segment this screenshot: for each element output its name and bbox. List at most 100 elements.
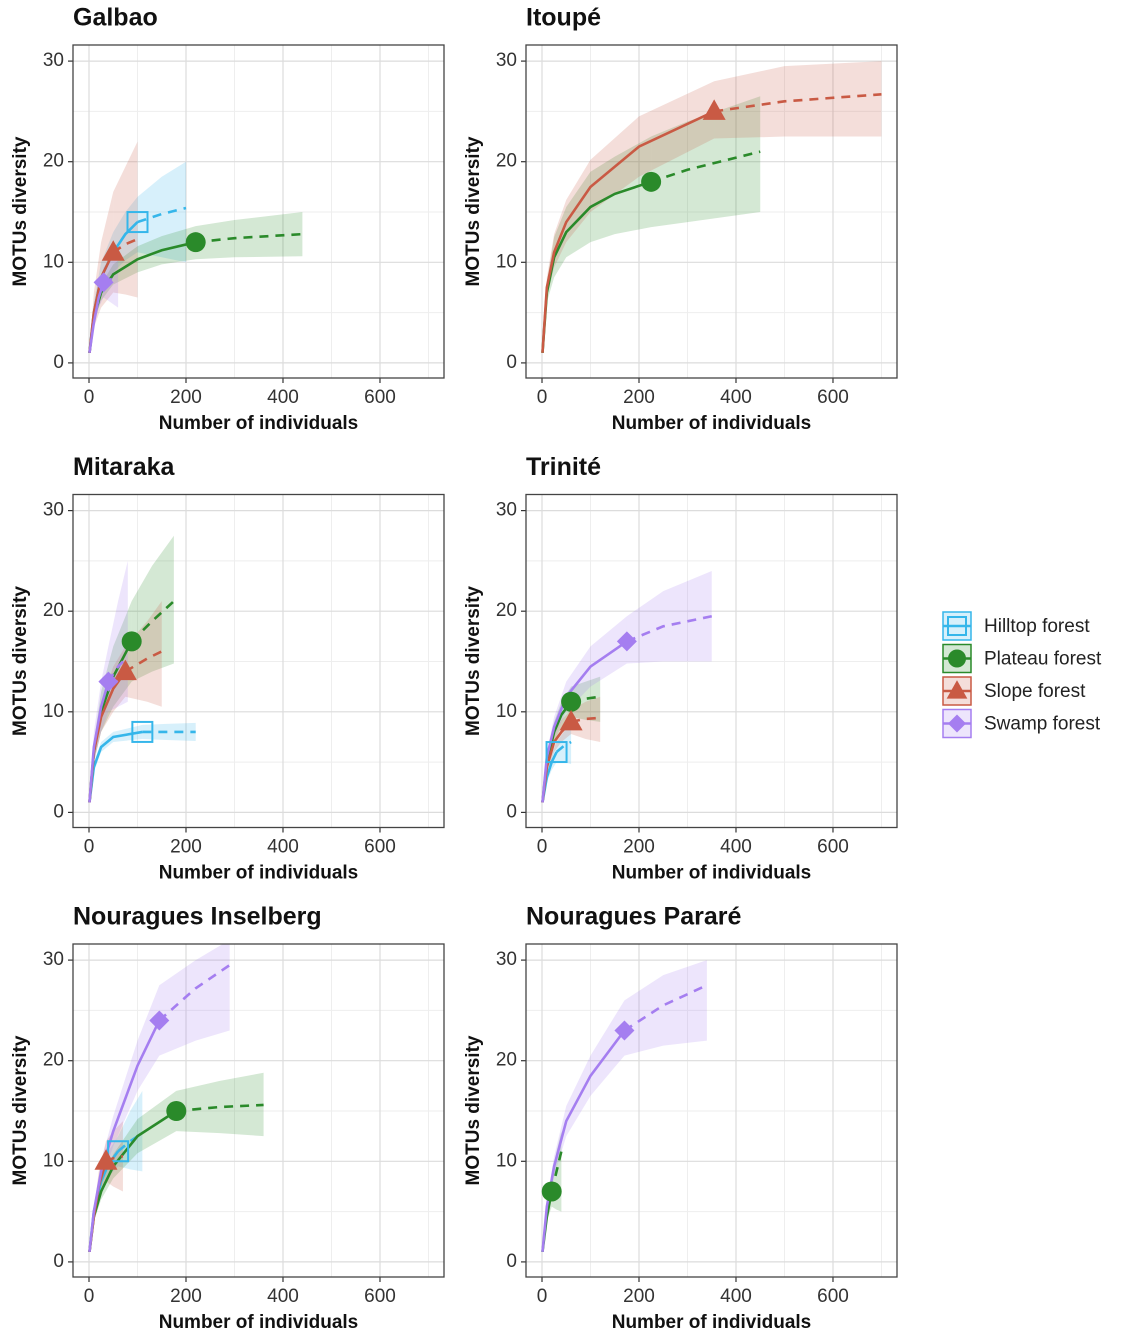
point-marker [559,709,583,731]
y-axis-title: MOTUs diversity [463,1035,484,1185]
y-axis-title: MOTUs diversity [10,586,31,736]
x-axis-title: Number of individuals [612,863,812,884]
x-tick-label: 0 [537,387,548,408]
point-marker [149,1010,170,1031]
panel: Itoupé 0 200 400 600 0 10 20 30 Number of individ… [463,4,898,434]
confidence-ribbon [89,601,132,803]
y-tick-label: 0 [506,1251,517,1272]
y-tick-label: 30 [496,949,517,970]
x-tick-label: 400 [267,1286,299,1307]
point-marker [98,671,119,692]
y-axis-title: MOTUs diversity [463,586,484,736]
x-tick-label: 200 [623,1286,655,1307]
panel-border [72,943,445,1278]
plot-area [541,960,708,1253]
y-tick-label: 10 [43,251,64,272]
plot-area [88,535,196,803]
confidence-ribbon [542,616,627,803]
confidence-ribbon [159,944,230,1056]
y-tick-label: 0 [506,801,517,822]
y-tick-label: 0 [53,352,64,373]
x-axis-title: Number of individuals [159,1312,359,1333]
y-tick-label: 10 [496,701,517,722]
point-marker [185,232,206,253]
y-tick-label: 20 [43,1050,64,1071]
confidence-ribbon [542,709,572,803]
legend-entry: Plateau forest [942,643,1102,674]
panel-border [72,44,445,379]
point-marker [614,1020,635,1041]
legend-label: Hilltop forest [984,616,1090,637]
confidence-ribbon [125,601,162,707]
panel-border [525,44,898,379]
rarefaction-line [88,681,110,803]
extrapolation-line [130,600,175,643]
x-axis-title: Number of individuals [159,413,359,434]
confidence-ribbon [542,686,572,803]
x-tick-label: 200 [623,387,655,408]
point-marker [641,171,662,192]
confidence-ribbon [542,1000,625,1252]
legend: Hilltop forest Plateau forest Slope forest… [942,611,1102,739]
confidence-ribbon [137,161,186,263]
plot-area [541,570,713,803]
confidence-ribbon [142,722,196,741]
y-tick-label: 30 [496,50,517,71]
y-axis-title: MOTUs diversity [463,136,484,286]
panel: Nouragues Pararé 0 200 400 600 0 10 20 30 Number … [463,903,898,1333]
legend-entry: Slope forest [942,676,1086,706]
point-marker [166,1101,187,1122]
extrapolation-line [176,1103,264,1113]
panel: Mitaraka 0 200 400 600 0 10 20 30 Number of indiv… [10,453,445,884]
panel-border [525,493,898,829]
extrapolation-line [555,740,572,754]
x-tick-label: 600 [364,1286,396,1307]
point-marker [101,240,125,261]
x-tick-label: 600 [364,837,396,858]
confidence-ribbon [89,1090,177,1252]
confidence-ribbon [195,212,303,260]
panel: Nouragues Inselberg 0 200 400 600 0 10 20 30 Numb… [10,903,445,1333]
point-marker [561,691,582,712]
x-tick-label: 200 [170,1286,202,1307]
panel-border [72,493,445,829]
plot-area [88,141,303,354]
confidence-ribbon [131,535,174,682]
x-axis-title: Number of individuals [612,413,812,434]
rarefaction-line [541,1029,626,1252]
extrapolation-line [195,232,303,244]
x-axis-title: Number of individuals [159,863,359,884]
x-tick-label: 400 [720,387,752,408]
x-tick-label: 200 [170,387,202,408]
x-tick-label: 0 [84,837,95,858]
panel: Trinité 0 200 400 600 0 10 20 30 Number of indivi… [463,453,898,884]
x-tick-label: 600 [817,387,849,408]
y-tick-label: 20 [496,600,517,621]
y-tick-label: 10 [43,1150,64,1171]
panel-title: Nouragues Pararé [526,903,741,931]
x-tick-label: 600 [364,387,396,408]
legend-label: Plateau forest [984,649,1102,670]
panel: Galbao 0 200 400 600 0 10 20 30 Number of individ… [10,4,445,434]
confidence-ribbon [89,985,160,1252]
y-axis-title: MOTUs diversity [10,1035,31,1185]
x-tick-label: 0 [537,1286,548,1307]
x-tick-label: 600 [817,837,849,858]
confidence-ribbon [542,81,715,353]
extrapolation-line [124,650,163,673]
legend-symbol [948,714,966,733]
y-tick-label: 30 [43,50,64,71]
y-tick-label: 20 [496,151,517,172]
x-tick-label: 600 [817,1286,849,1307]
confidence-ribbon [626,570,712,664]
y-tick-label: 0 [53,1251,64,1272]
point-marker [107,1140,130,1163]
point-marker [93,272,114,293]
point-marker [541,1181,562,1202]
point-marker [94,1149,118,1170]
x-axis-title: Number of individuals [612,1312,812,1333]
plot-background [526,944,897,1277]
extrapolation-line [713,92,882,113]
legend-entry: Hilltop forest [942,611,1090,641]
